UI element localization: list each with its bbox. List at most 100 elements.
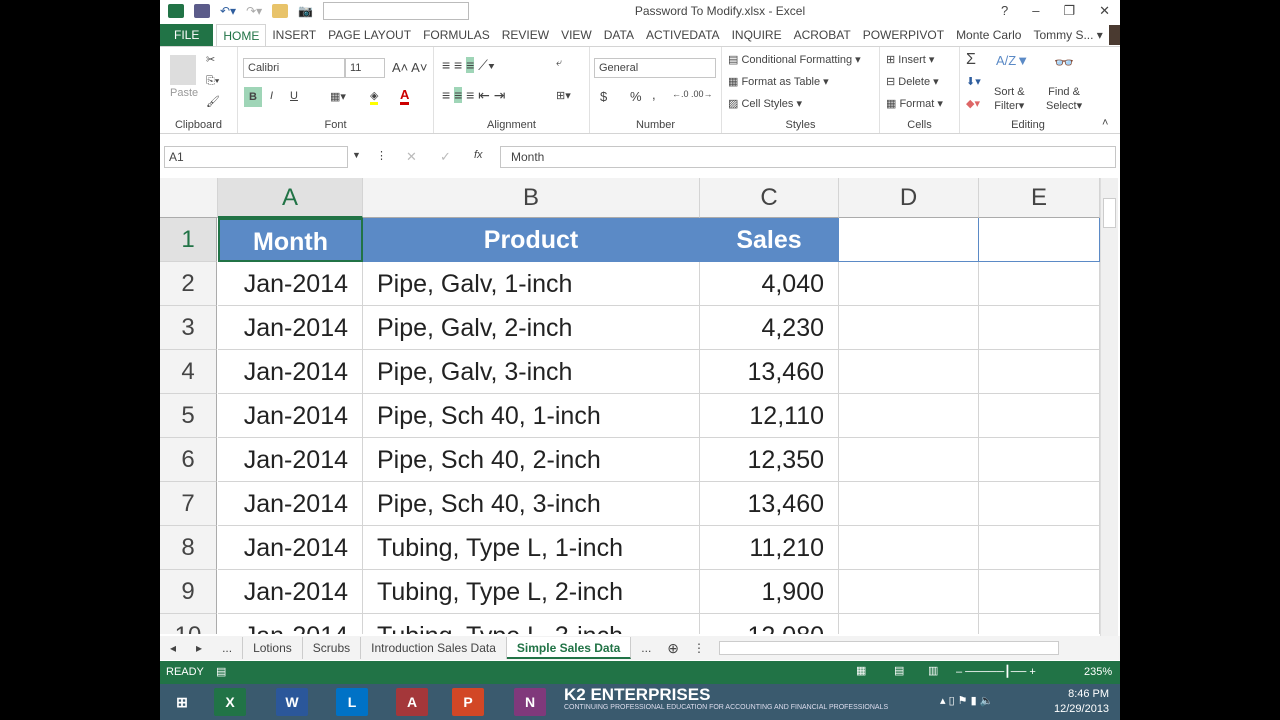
cut-icon[interactable]: ✂ bbox=[206, 54, 216, 66]
currency-button[interactable]: $ bbox=[600, 89, 608, 104]
cell-product[interactable]: Tubing, Type L, 2-inch bbox=[363, 570, 700, 614]
restore-button[interactable]: ❐ bbox=[1063, 3, 1076, 18]
row-header[interactable]: 4 bbox=[160, 350, 217, 394]
name-box-dropdown-icon[interactable]: ▼ bbox=[352, 150, 361, 160]
cell-sales[interactable]: 1,900 bbox=[700, 570, 839, 614]
cell-d[interactable] bbox=[839, 570, 979, 614]
bold-button[interactable]: B bbox=[244, 87, 262, 107]
tab-inquire[interactable]: INQUIRE bbox=[731, 28, 782, 42]
cell-product[interactable]: Pipe, Galv, 3-inch bbox=[363, 350, 700, 394]
row-header[interactable]: 9 bbox=[160, 570, 217, 614]
cell-d[interactable] bbox=[839, 218, 979, 262]
font-name-select[interactable]: Calibri bbox=[243, 58, 345, 78]
underline-button[interactable]: U bbox=[290, 90, 298, 102]
taskbar-powerpoint[interactable]: P bbox=[452, 688, 484, 716]
cell-e[interactable] bbox=[979, 614, 1100, 634]
cell-e[interactable] bbox=[979, 482, 1100, 526]
paste-button[interactable]: Paste bbox=[170, 87, 199, 99]
fill-icon[interactable]: ⬇▾ bbox=[966, 76, 981, 88]
macro-record-icon[interactable]: ▤ bbox=[216, 666, 227, 678]
sheet-tab-lotions[interactable]: Lotions bbox=[243, 637, 303, 659]
sheet-tab-scrubs[interactable]: Scrubs bbox=[303, 637, 362, 659]
fill-color-icon[interactable]: ◈ bbox=[370, 89, 379, 105]
clear-icon[interactable]: ◆▾ bbox=[966, 98, 980, 110]
cell-month[interactable]: Jan-2014 bbox=[218, 570, 363, 614]
tab-page-layout[interactable]: PAGE LAYOUT bbox=[328, 28, 412, 42]
row-header[interactable]: 10 bbox=[160, 614, 217, 634]
taskbar-excel[interactable]: X bbox=[214, 688, 246, 716]
cell-sales[interactable]: 4,040 bbox=[700, 262, 839, 306]
name-box[interactable]: A1 bbox=[164, 146, 348, 168]
sort-filter-button[interactable]: Sort & Filter▾ bbox=[994, 86, 1025, 112]
tab-data[interactable]: DATA bbox=[603, 28, 634, 42]
format-cells-button[interactable]: ▦ Format ▾ bbox=[886, 98, 943, 110]
insert-function-button[interactable]: fx bbox=[474, 149, 483, 161]
taskbar-lync[interactable]: L bbox=[336, 688, 368, 716]
grow-font-icon[interactable]: A˄ A˅ bbox=[392, 60, 428, 75]
next-sheet-icon[interactable]: ▸ bbox=[196, 641, 203, 655]
percent-button[interactable]: % bbox=[630, 89, 642, 104]
column-header-a[interactable]: A bbox=[218, 178, 363, 218]
cell-sales[interactable]: 13,460 bbox=[700, 350, 839, 394]
page-layout-view-icon[interactable]: ▤ bbox=[894, 665, 905, 677]
camera-icon[interactable]: 📷 bbox=[298, 4, 314, 18]
delete-cells-button[interactable]: ⊟ Delete ▾ bbox=[886, 76, 939, 88]
cell-month[interactable]: Jan-2014 bbox=[218, 438, 363, 482]
cell-e[interactable] bbox=[979, 218, 1100, 262]
tab-powerpivot[interactable]: POWERPIVOT bbox=[862, 28, 945, 42]
find-select-button[interactable]: Find & Select▾ bbox=[1046, 86, 1083, 112]
number-format-select[interactable]: General bbox=[594, 58, 716, 78]
tab-formulas[interactable]: FORMULAS bbox=[423, 28, 490, 42]
cell-e[interactable] bbox=[979, 438, 1100, 482]
cell-sales[interactable]: 12,110 bbox=[700, 394, 839, 438]
cell-d[interactable] bbox=[839, 262, 979, 306]
cell-sales[interactable]: 4,230 bbox=[700, 306, 839, 350]
cell-sales[interactable]: Sales bbox=[700, 218, 839, 262]
system-tray-icons[interactable]: ▴ ▯ ⚑ ▮ 🔈 bbox=[940, 695, 994, 707]
column-header-b[interactable]: B bbox=[363, 178, 700, 218]
italic-button[interactable]: I bbox=[270, 90, 274, 102]
cell-month[interactable]: Jan-2014 bbox=[218, 306, 363, 350]
horizontal-align-icons[interactable]: ≡ ≡ ≡ ⇤ ⇥ bbox=[442, 87, 506, 103]
prev-sheet-icon[interactable]: ◂ bbox=[170, 641, 177, 655]
cell-styles-button[interactable]: ▨ Cell Styles ▾ bbox=[728, 98, 802, 110]
enter-icon[interactable]: ✓ bbox=[440, 149, 451, 164]
vertical-align-icons[interactable]: ≡ ≡ ≡ ⟋▾ bbox=[442, 57, 495, 73]
font-size-select[interactable]: 11 bbox=[345, 58, 385, 78]
column-header-d[interactable]: D bbox=[839, 178, 979, 218]
cell-e[interactable] bbox=[979, 350, 1100, 394]
help-button[interactable]: ? bbox=[1000, 3, 1009, 18]
cell-d[interactable] bbox=[839, 438, 979, 482]
cell-d[interactable] bbox=[839, 394, 979, 438]
open-folder-icon[interactable] bbox=[272, 4, 289, 18]
cancel-icon[interactable]: ✕ bbox=[406, 149, 417, 164]
vertical-scrollbar[interactable] bbox=[1100, 178, 1118, 636]
format-painter-icon[interactable]: 🖌 bbox=[206, 96, 220, 108]
cell-product[interactable]: Tubing, Type L, 3-inch bbox=[363, 614, 700, 634]
column-header-c[interactable]: C bbox=[700, 178, 839, 218]
tab-review[interactable]: REVIEW bbox=[501, 28, 550, 42]
cell-d[interactable] bbox=[839, 306, 979, 350]
cell-sales[interactable]: 11,210 bbox=[700, 526, 839, 570]
tab-monte-carlo[interactable]: Monte Carlo bbox=[956, 28, 1022, 42]
undo-icon[interactable]: ↶▾ bbox=[220, 4, 237, 18]
binoculars-icon[interactable]: 👓 bbox=[1054, 55, 1074, 72]
cell-product[interactable]: Pipe, Sch 40, 3-inch bbox=[363, 482, 700, 526]
scroll-thumb[interactable] bbox=[1103, 198, 1116, 228]
taskbar-onenote[interactable]: N bbox=[514, 688, 546, 716]
borders-icon[interactable]: ▦▾ bbox=[330, 91, 346, 103]
cell-e[interactable] bbox=[979, 526, 1100, 570]
cell-e[interactable] bbox=[979, 394, 1100, 438]
user-account[interactable]: Tommy S... ▾ bbox=[1033, 28, 1103, 42]
select-all-corner[interactable] bbox=[160, 178, 218, 218]
cell-month[interactable]: Jan-2014 bbox=[218, 614, 363, 634]
cell-d[interactable] bbox=[839, 614, 979, 634]
cell-e[interactable] bbox=[979, 306, 1100, 350]
cell-d[interactable] bbox=[839, 350, 979, 394]
qat-dropdown[interactable] bbox=[323, 2, 470, 20]
split-handle[interactable]: ⋮ bbox=[693, 641, 706, 655]
cell-sales[interactable]: 12,350 bbox=[700, 438, 839, 482]
column-header-e[interactable]: E bbox=[979, 178, 1100, 218]
autosum-button[interactable]: Σ bbox=[966, 51, 976, 68]
taskbar-word[interactable]: W bbox=[276, 688, 308, 716]
